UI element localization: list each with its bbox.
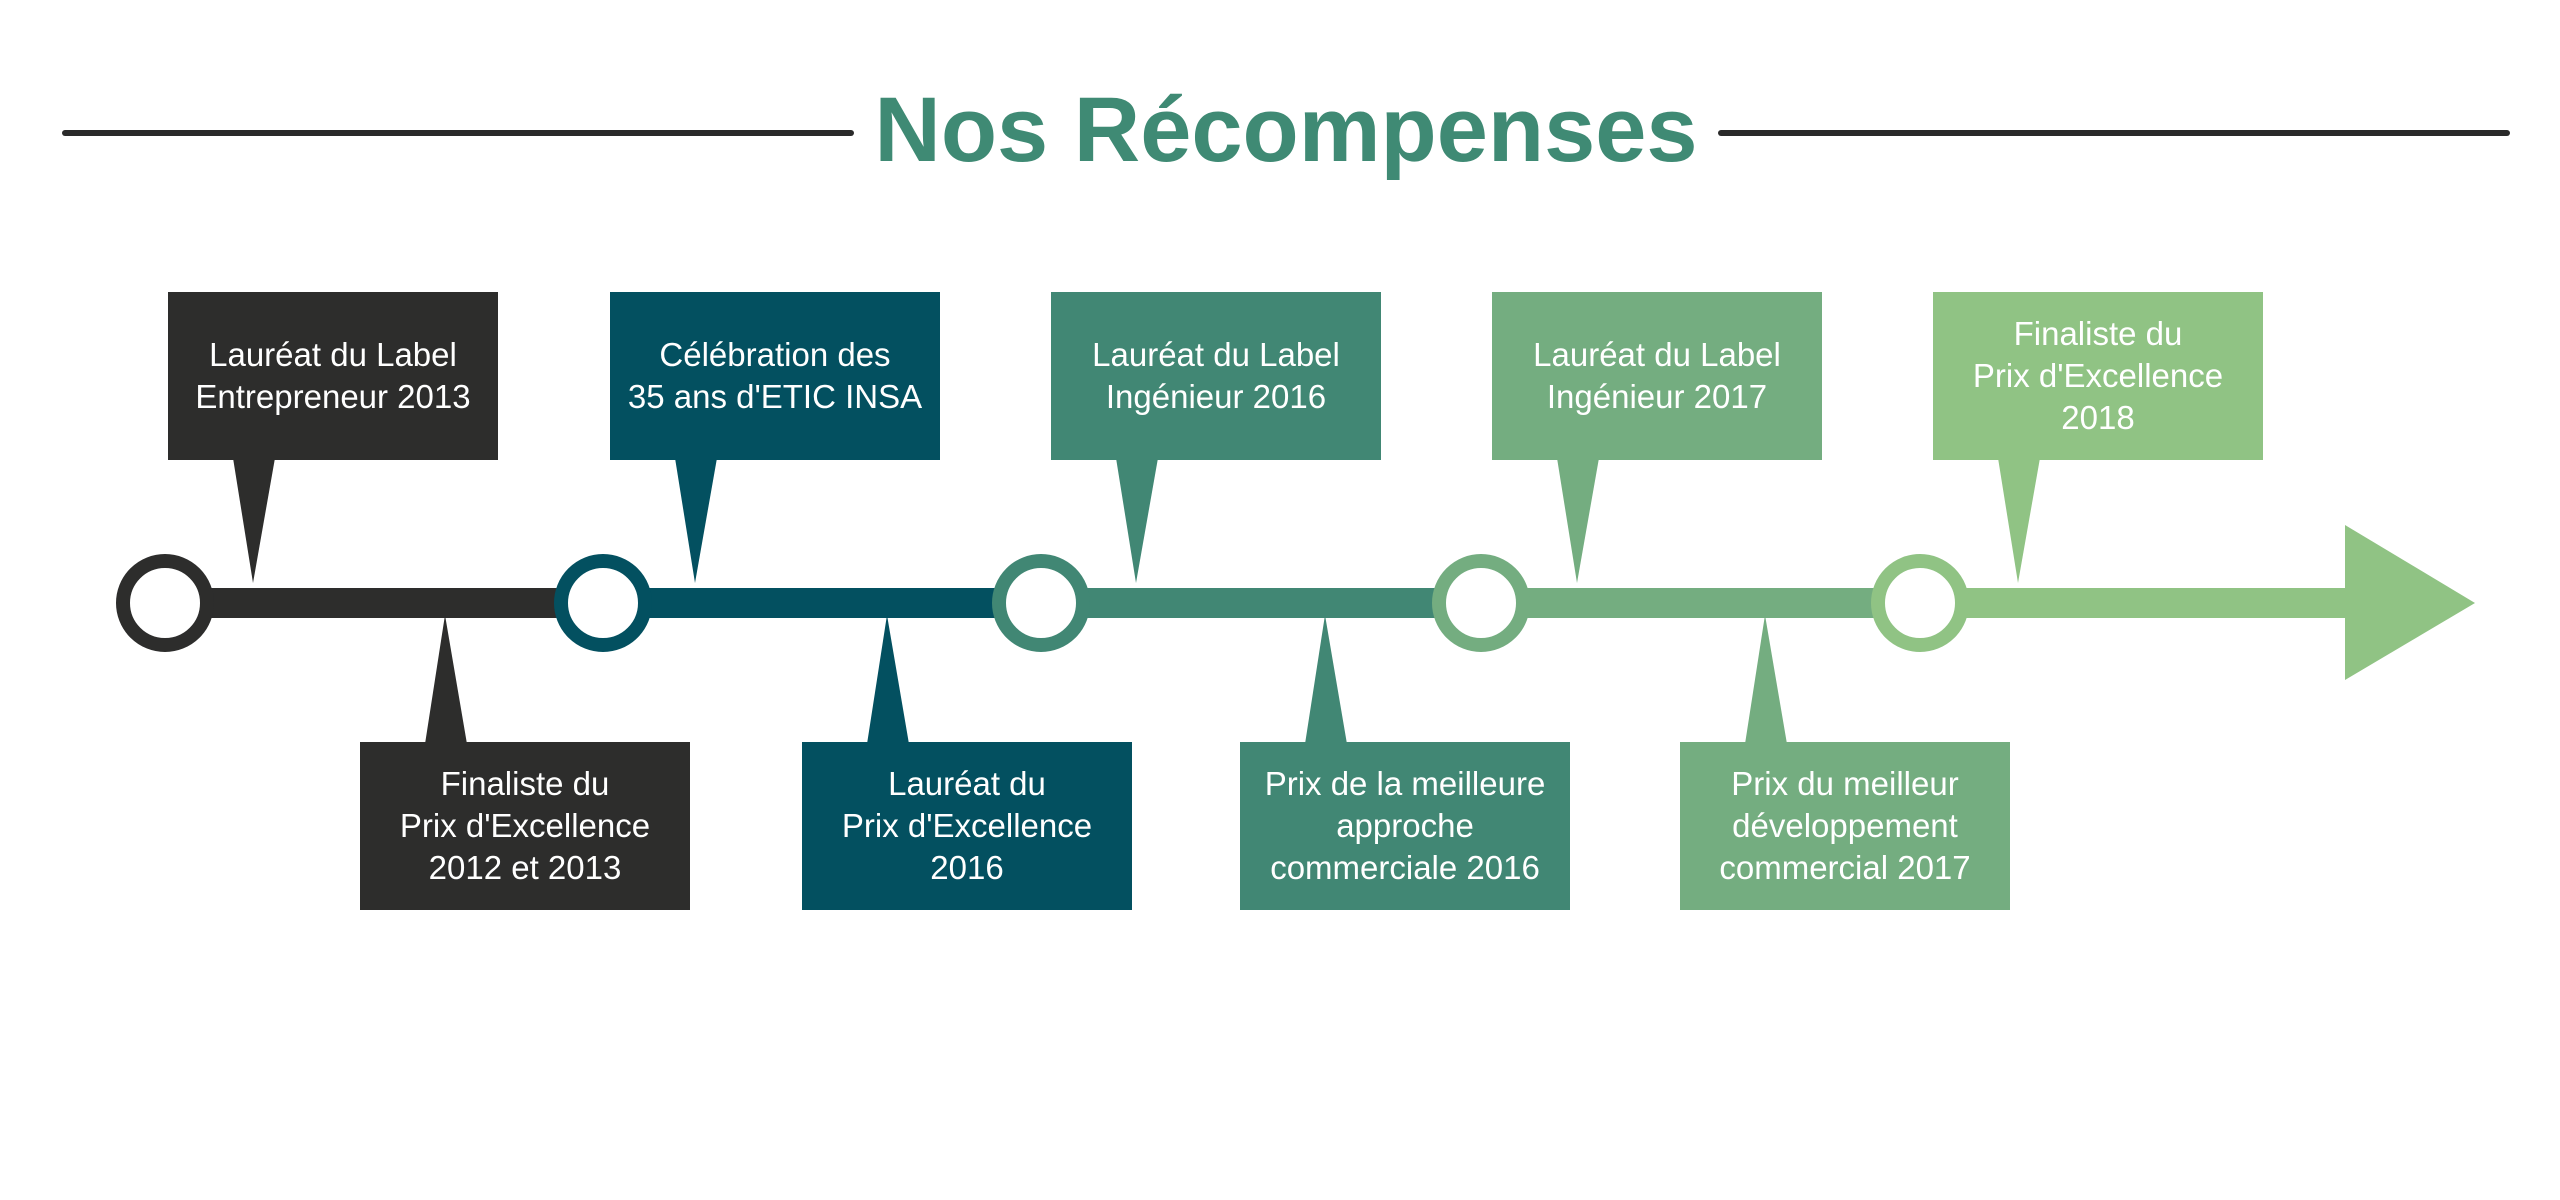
callout-pointer-bottom: [425, 615, 467, 744]
award-text: Lauréat du Label: [1092, 336, 1340, 373]
award-box-top-1: Lauréat du Label Entrepreneur 2013: [168, 292, 498, 460]
timeline-node: [554, 554, 652, 652]
timeline-segment: [1041, 588, 1481, 618]
award-text: Prix d'Excellence: [399, 807, 651, 844]
award-text: Lauréat du Label: [1533, 336, 1781, 373]
timeline-node: [992, 554, 1090, 652]
award-text: développement: [1732, 807, 1958, 844]
title-rule-right: [1718, 130, 2510, 136]
timeline-segment: [165, 588, 603, 618]
callout-pointer-bottom: [1745, 615, 1787, 744]
callout-pointer-top: [1116, 458, 1158, 583]
callout-pointer-top: [233, 458, 275, 583]
award-text: Finaliste du: [440, 765, 610, 802]
award-box-bottom-2: Lauréat du Prix d'Excellence 2016: [802, 742, 1132, 910]
award-box-bottom-3: Prix de la meilleure approche commercial…: [1240, 742, 1570, 910]
award-text: commerciale 2016: [1270, 849, 1540, 886]
award-text: Célébration des: [659, 336, 891, 373]
award-text: Lauréat du Label: [209, 336, 457, 373]
award-text: Lauréat du: [888, 765, 1046, 802]
award-box-bottom-4: Prix du meilleur développement commercia…: [1680, 742, 2010, 910]
award-text: Finaliste du: [2013, 315, 2183, 352]
award-text: Ingénieur 2016: [1105, 378, 1327, 415]
award-text: approche: [1336, 807, 1474, 844]
callout-pointer-top: [675, 458, 717, 583]
callout-pointer-bottom: [1305, 615, 1347, 744]
timeline-node: [116, 554, 214, 652]
award-box-top-2: Célébration des 35 ans d'ETIC INSA: [610, 292, 940, 460]
award-text: Prix de la meilleure: [1264, 765, 1546, 802]
callout-pointer-bottom: [867, 615, 909, 744]
page-title: Nos Récompenses: [874, 79, 1698, 181]
title-rule-left: [62, 130, 854, 136]
timeline-segment: [1920, 588, 2360, 618]
award-box-top-5: Finaliste du Prix d'Excellence 2018: [1933, 292, 2263, 460]
award-box-top-4: Lauréat du Label Ingénieur 2017: [1492, 292, 1822, 460]
award-text: 35 ans d'ETIC INSA: [627, 378, 923, 415]
award-text: Prix d'Excellence: [1972, 357, 2224, 394]
award-text: Ingénieur 2017: [1546, 378, 1768, 415]
award-text: 2012 et 2013: [428, 849, 622, 886]
callout-pointer-top: [1557, 458, 1599, 583]
timeline-segment: [1481, 588, 1920, 618]
arrow-head: [2345, 525, 2475, 680]
award-text: Prix d'Excellence: [841, 807, 1093, 844]
award-box-bottom-1: Finaliste du Prix d'Excellence 2012 et 2…: [360, 742, 690, 910]
award-box-top-3: Lauréat du Label Ingénieur 2016: [1051, 292, 1381, 460]
award-text: Prix du meilleur: [1731, 765, 1959, 802]
award-text: commercial 2017: [1719, 849, 1971, 886]
award-text: Entrepreneur 2013: [195, 378, 471, 415]
award-text: 2016: [930, 849, 1004, 886]
timeline-segment: [603, 588, 1041, 618]
timeline-node: [1871, 554, 1969, 652]
timeline-node: [1432, 554, 1530, 652]
award-text: 2018: [2061, 399, 2135, 436]
callout-pointer-top: [1998, 458, 2040, 583]
